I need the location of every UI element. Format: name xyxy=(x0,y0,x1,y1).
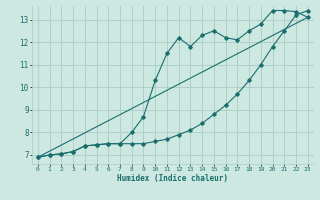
X-axis label: Humidex (Indice chaleur): Humidex (Indice chaleur) xyxy=(117,174,228,183)
